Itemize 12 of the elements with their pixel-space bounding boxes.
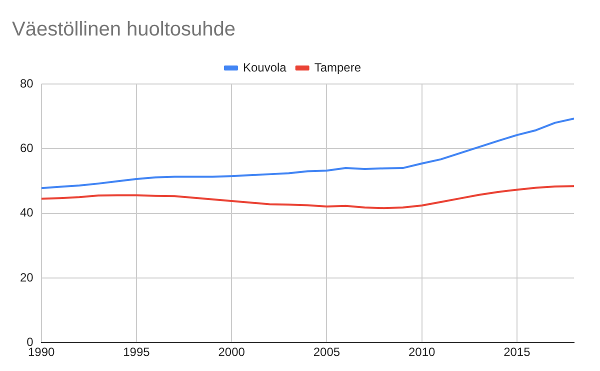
chart-title: Väestöllinen huoltosuhde xyxy=(12,18,236,41)
legend-label: Tampere xyxy=(314,60,362,74)
x-tick-label: 2000 xyxy=(218,345,246,360)
y-tick-label: 40 xyxy=(20,206,34,220)
y-tick-label: 20 xyxy=(20,270,34,284)
x-tick-label: 2010 xyxy=(408,345,436,360)
x-tick-label: 1995 xyxy=(123,345,150,360)
x-tick-label: 2015 xyxy=(504,345,531,360)
legend-label: Kouvola xyxy=(242,60,287,74)
x-tick-label: 2005 xyxy=(313,345,340,360)
y-tick-label: 60 xyxy=(20,140,34,155)
y-tick-label: 80 xyxy=(20,76,34,90)
